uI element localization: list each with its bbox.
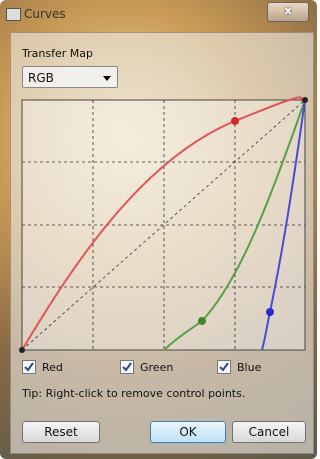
- checkbox[interactable]: Red: [22, 360, 63, 376]
- checkbox-box: [22, 360, 36, 374]
- window: Curves x Transfer Map RGB Red Green Blue…: [0, 0, 317, 459]
- checkbox-box: [120, 360, 134, 374]
- page: Curves x Transfer Map RGB Red Green Blue…: [0, 0, 317, 459]
- check-path: [220, 363, 228, 370]
- end-point[interactable]: [302, 97, 308, 103]
- red-point[interactable]: [231, 117, 239, 125]
- checkbox[interactable]: Green: [120, 360, 173, 376]
- checkbox-box: [217, 360, 231, 374]
- reset-button[interactable]: Reset: [22, 421, 100, 443]
- checkbox-label: Green: [140, 361, 173, 374]
- tip-text: Tip: Right-click to remove control point…: [22, 387, 245, 400]
- start-point[interactable]: [19, 347, 25, 353]
- blue-point[interactable]: [266, 308, 274, 316]
- checkbox-label: Blue: [237, 361, 261, 374]
- checkbox-label: Red: [42, 361, 63, 374]
- checkbox[interactable]: Blue: [217, 360, 261, 376]
- check-mark: [121, 361, 133, 373]
- check-mark: [23, 361, 35, 373]
- ok-button[interactable]: OK: [150, 421, 226, 443]
- cancel-button[interactable]: Cancel: [232, 421, 306, 443]
- check-path: [25, 363, 33, 370]
- check-path: [123, 363, 131, 370]
- check-mark: [218, 361, 230, 373]
- green-point[interactable]: [198, 317, 206, 325]
